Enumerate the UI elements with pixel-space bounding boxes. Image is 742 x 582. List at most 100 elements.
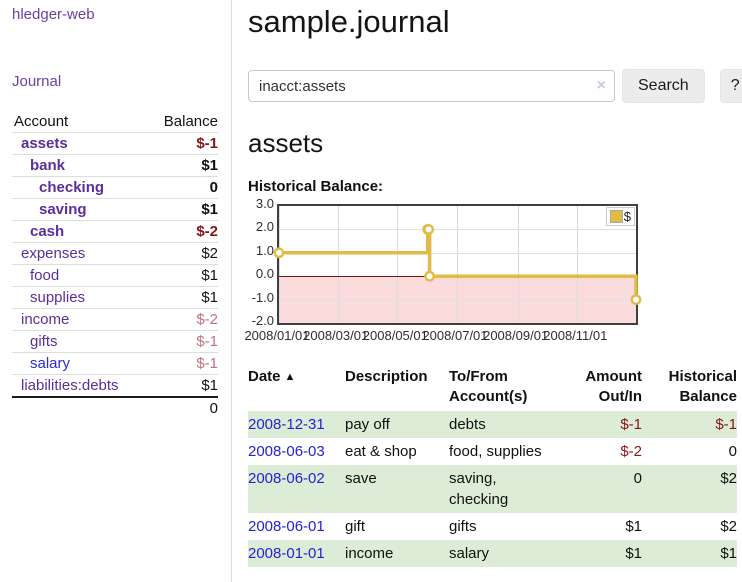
account-balance: $1 [201, 267, 218, 284]
search-input[interactable] [248, 70, 615, 102]
transaction-balance: $1 [720, 545, 737, 562]
data-point-marker [424, 270, 436, 282]
register-header-date: Date ▲ [248, 365, 345, 411]
x-tick-label: 2008/09/01 [483, 328, 549, 343]
chart-heading: Historical Balance: [248, 178, 384, 195]
account-row-expenses: expenses $2 [12, 242, 218, 264]
account-row-salary: salary $-1 [12, 352, 218, 374]
account-page-title: assets [248, 128, 324, 158]
help-button[interactable]: ? [719, 69, 742, 103]
transaction-amount: $-1 [620, 416, 642, 433]
account-balance: 0 [209, 179, 218, 196]
account-row-assets: assets $-1 [12, 132, 218, 154]
register-row: 2008-01-01 income salary $1 $1 [248, 540, 737, 567]
account-balance: $1 [201, 377, 218, 394]
vertical-gridline [338, 206, 339, 323]
chart-y-axis: 3.0 2.0 1.0 0.0 -1.0 -2.0 [248, 197, 274, 328]
transaction-date-link[interactable]: 2008-06-01 [248, 518, 325, 535]
transaction-description: eat & shop [345, 443, 417, 460]
chart-legend: $ [605, 207, 635, 226]
account-link-income[interactable]: income [21, 311, 70, 328]
transaction-date-link[interactable]: 2008-06-03 [248, 443, 325, 460]
accounts-table-header: Account Balance [12, 111, 218, 132]
account-balance: $2 [201, 245, 218, 262]
transaction-accounts: debts [449, 416, 486, 433]
transaction-amount: $1 [625, 545, 642, 562]
search-button[interactable]: Search [622, 69, 705, 103]
nav-journal-link[interactable]: Journal [12, 73, 62, 90]
main-content: sample.journal × Search ? assets Histori… [232, 0, 742, 582]
y-tick-label: 1.0 [255, 242, 274, 258]
account-row-cash: cash $-2 [12, 220, 218, 242]
transaction-balance: 0 [728, 443, 737, 460]
account-row-gifts: gifts $-1 [12, 330, 218, 352]
legend-series-label: $ [623, 209, 631, 224]
horizontal-gridline [279, 229, 636, 230]
account-link-bank[interactable]: bank [30, 157, 66, 174]
transaction-description: pay off [345, 416, 390, 433]
register-row: 2008-12-31 pay off debts $-1 $-1 [248, 411, 737, 438]
vertical-gridline [397, 206, 398, 323]
account-link-food[interactable]: food [30, 267, 60, 284]
vertical-gridline [577, 206, 578, 323]
x-tick-label: 2008/05/01 [362, 328, 428, 343]
account-link-salary[interactable]: salary [30, 355, 71, 372]
horizontal-gridline [279, 300, 636, 301]
account-link-checking[interactable]: checking [39, 179, 105, 196]
account-balance: $-2 [196, 311, 218, 328]
register-header-balance: Historical Balance [668, 368, 737, 405]
register-table: Date ▲ Description To/From Account(s) Amo… [248, 365, 737, 567]
x-tick-label: 2008/07/01 [422, 328, 488, 343]
x-tick-label: 2008/03/01 [303, 328, 369, 343]
brand-link[interactable]: hledger-web [12, 6, 95, 23]
account-balance: $1 [201, 289, 218, 306]
account-link-supplies[interactable]: supplies [30, 289, 86, 306]
data-point-marker [273, 247, 285, 259]
chart-x-axis: 2008/01/01 2008/03/01 2008/05/01 2008/07/01… [244, 328, 638, 344]
account-balance: $-1 [196, 135, 218, 152]
register-header-amount: Amount Out/In [585, 368, 642, 405]
register-header-date-label: Date [248, 368, 281, 385]
sidebar: hledger-web Journal Account Balance asse… [0, 0, 232, 582]
account-balance: $1 [201, 157, 218, 174]
account-link-assets[interactable]: assets [21, 135, 68, 152]
transaction-date-link[interactable]: 2008-12-31 [248, 416, 325, 433]
account-row-income: income $-2 [12, 308, 218, 330]
series-step-line [279, 227, 638, 300]
account-link-gifts[interactable]: gifts [30, 333, 58, 350]
account-row-food: food $1 [12, 264, 218, 286]
vertical-gridline [279, 206, 280, 323]
accounts-header-balance: Balance [163, 113, 218, 130]
historical-balance-chart: 3.0 2.0 1.0 0.0 -1.0 -2.0 $ 2008/01/01 2008/03… [244, 197, 642, 344]
account-balance: $-1 [196, 333, 218, 350]
vertical-gridline [518, 206, 519, 323]
accounts-header-account: Account [14, 113, 69, 130]
transaction-date-link[interactable]: 2008-06-02 [248, 470, 325, 487]
transaction-accounts: food, supplies [449, 443, 542, 460]
transaction-date-link[interactable]: 2008-01-01 [248, 545, 325, 562]
account-link-liabilities-debts[interactable]: liabilities:debts [21, 377, 119, 394]
clear-search-icon[interactable]: × [596, 77, 606, 94]
y-tick-label: 2.0 [255, 219, 274, 235]
y-tick-label: 3.0 [255, 196, 274, 211]
account-link-saving[interactable]: saving [39, 201, 87, 218]
accounts-total-row: 0 [12, 396, 218, 419]
transaction-balance: $2 [720, 518, 737, 535]
account-row-supplies: supplies $1 [12, 286, 218, 308]
account-row-liabilities-debts: liabilities:debts $1 [12, 374, 218, 396]
accounts-total-value: 0 [209, 400, 218, 417]
x-tick-label: 2008/11/01 [543, 328, 608, 343]
data-point-marker [630, 294, 642, 306]
chart-plot [273, 206, 642, 323]
account-balance: $-2 [196, 223, 218, 240]
y-tick-label: 0.0 [255, 266, 274, 282]
transaction-amount: $-2 [620, 443, 642, 460]
y-tick-label: -2.0 [251, 313, 274, 328]
register-row: 2008-06-03 eat & shop food, supplies $-2… [248, 438, 737, 465]
register-header-description: Description [345, 368, 428, 385]
account-link-expenses[interactable]: expenses [21, 245, 86, 262]
account-link-cash[interactable]: cash [30, 223, 65, 240]
x-tick-label: 2008/01/01 [244, 328, 310, 343]
horizontal-gridline [279, 253, 636, 254]
sort-ascending-icon[interactable]: ▲ [284, 371, 296, 383]
